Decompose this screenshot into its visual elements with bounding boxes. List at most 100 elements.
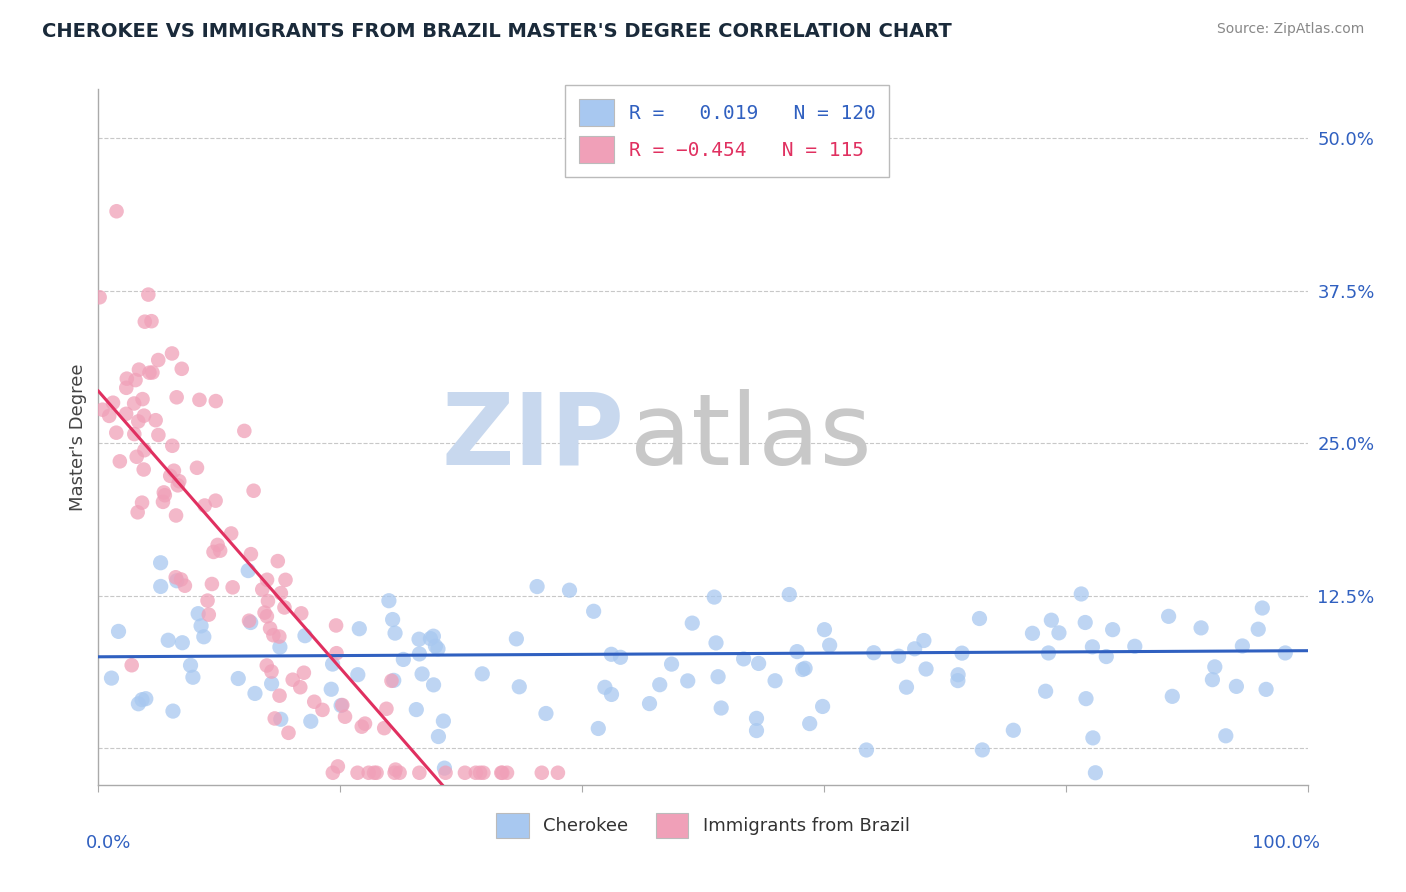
- Point: [388, 765, 411, 780]
- Point: [115, 372, 138, 386]
- Point: [153, 485, 176, 500]
- Point: [472, 765, 495, 780]
- Point: [253, 606, 276, 620]
- Point: [162, 439, 184, 453]
- Point: [273, 600, 295, 615]
- Point: [132, 409, 155, 423]
- Point: [239, 547, 262, 561]
- Point: [201, 577, 224, 591]
- Point: [1074, 691, 1097, 706]
- Point: [274, 573, 297, 587]
- Point: [384, 626, 406, 640]
- Point: [325, 618, 347, 632]
- Point: [588, 722, 610, 736]
- Point: [811, 699, 834, 714]
- Point: [157, 633, 180, 648]
- Point: [681, 616, 703, 631]
- Point: [366, 765, 388, 780]
- Point: [600, 688, 623, 702]
- Point: [1247, 622, 1270, 636]
- Point: [174, 579, 197, 593]
- Point: [380, 673, 402, 688]
- Point: [425, 639, 447, 653]
- Point: [197, 607, 219, 622]
- Point: [267, 554, 290, 568]
- Point: [508, 680, 530, 694]
- Point: [411, 667, 433, 681]
- Point: [813, 623, 835, 637]
- Point: [896, 680, 918, 694]
- Point: [277, 726, 299, 740]
- Point: [547, 765, 569, 780]
- Point: [862, 646, 884, 660]
- Point: [204, 394, 226, 409]
- Point: [202, 545, 225, 559]
- Point: [326, 759, 349, 773]
- Point: [1021, 626, 1043, 640]
- Point: [115, 407, 138, 421]
- Point: [290, 607, 312, 621]
- Point: [346, 765, 368, 780]
- Point: [349, 622, 371, 636]
- Point: [269, 640, 291, 654]
- Point: [145, 413, 167, 427]
- Point: [1081, 731, 1104, 745]
- Point: [384, 765, 406, 780]
- Point: [149, 579, 172, 593]
- Point: [354, 716, 377, 731]
- Point: [799, 716, 821, 731]
- Point: [128, 362, 150, 376]
- Point: [188, 392, 211, 407]
- Point: [419, 632, 441, 646]
- Point: [558, 583, 581, 598]
- Point: [131, 692, 153, 706]
- Point: [270, 712, 292, 726]
- Point: [166, 478, 188, 492]
- Point: [427, 730, 450, 744]
- Point: [1084, 765, 1107, 780]
- Point: [131, 496, 153, 510]
- Point: [392, 652, 415, 666]
- Point: [350, 720, 373, 734]
- Point: [127, 414, 149, 428]
- Point: [270, 586, 292, 600]
- Point: [127, 505, 149, 519]
- Point: [792, 663, 814, 677]
- Point: [676, 673, 699, 688]
- Point: [294, 629, 316, 643]
- Point: [194, 499, 217, 513]
- Point: [661, 657, 683, 672]
- Point: [239, 615, 262, 630]
- Point: [322, 657, 344, 671]
- Point: [290, 680, 312, 694]
- Point: [91, 402, 114, 417]
- Point: [1157, 609, 1180, 624]
- Point: [1123, 640, 1146, 654]
- Point: [165, 570, 187, 584]
- Point: [1047, 625, 1070, 640]
- Point: [311, 703, 333, 717]
- Point: [226, 672, 249, 686]
- Point: [105, 425, 128, 440]
- Point: [190, 619, 212, 633]
- Point: [491, 765, 513, 780]
- Text: Source: ZipAtlas.com: Source: ZipAtlas.com: [1216, 22, 1364, 37]
- Point: [1204, 660, 1226, 674]
- Point: [242, 483, 264, 498]
- Point: [972, 743, 994, 757]
- Point: [1038, 646, 1060, 660]
- Point: [322, 765, 344, 780]
- Point: [1081, 640, 1104, 654]
- Text: 100.0%: 100.0%: [1251, 834, 1320, 852]
- Point: [1002, 723, 1025, 738]
- Point: [149, 556, 172, 570]
- Point: [733, 652, 755, 666]
- Point: [269, 630, 291, 644]
- Point: [638, 697, 661, 711]
- Point: [969, 611, 991, 625]
- Point: [162, 704, 184, 718]
- Text: atlas: atlas: [630, 389, 872, 485]
- Text: 0.0%: 0.0%: [86, 834, 132, 852]
- Point: [260, 665, 283, 679]
- Point: [818, 638, 841, 652]
